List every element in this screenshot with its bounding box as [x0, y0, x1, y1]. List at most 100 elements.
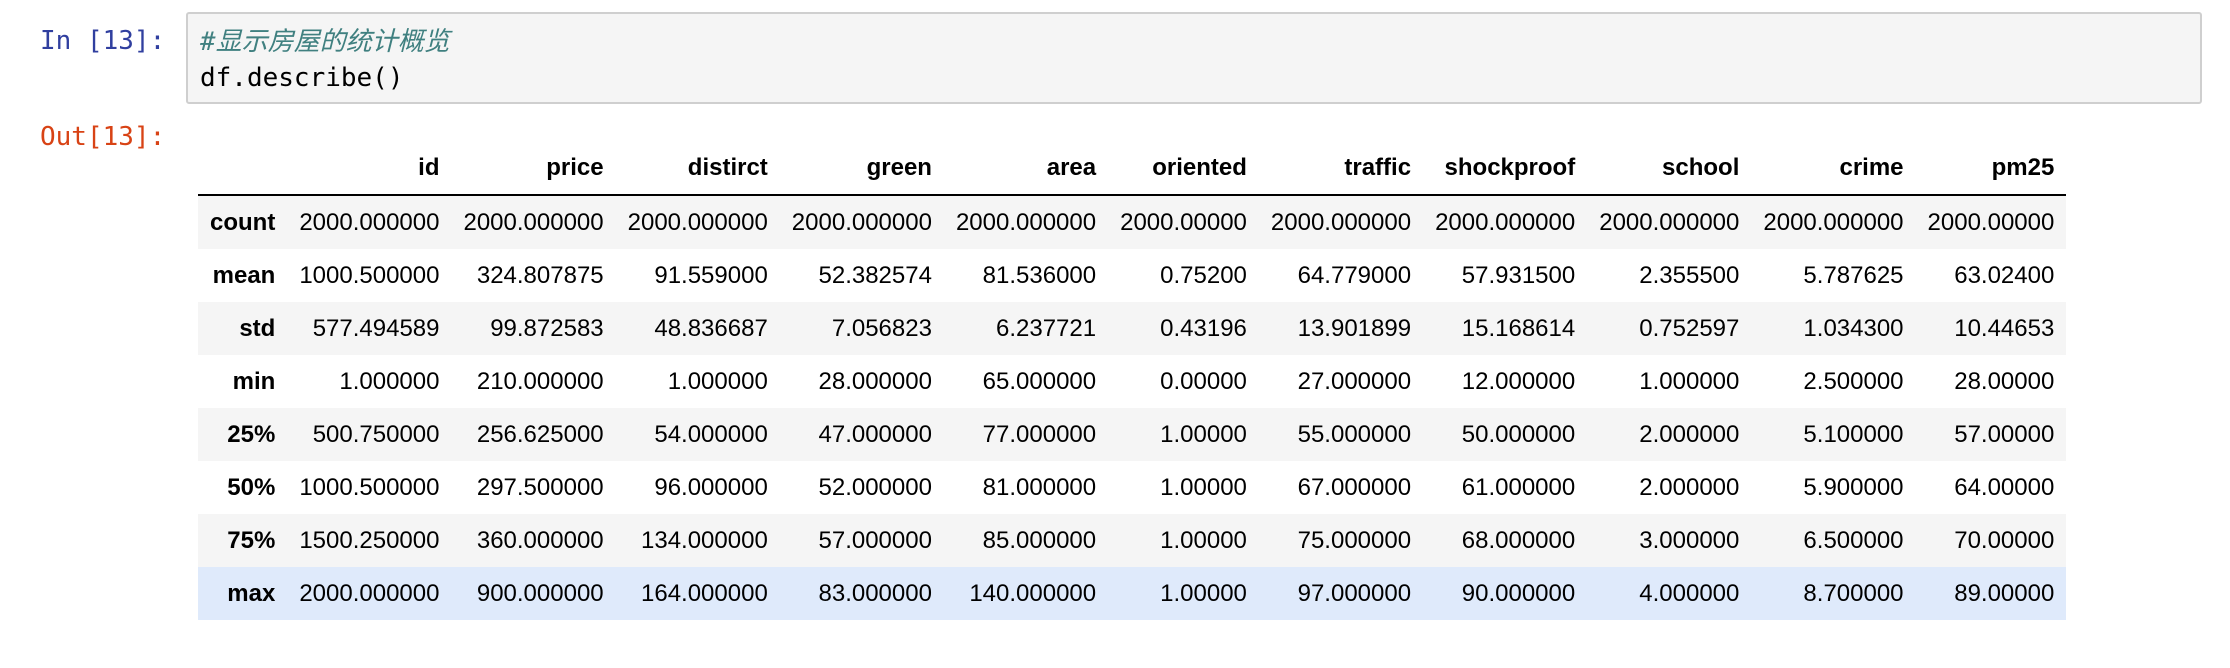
column-header: crime [1839, 154, 1904, 181]
table-cell: 2000.000000 [627, 208, 768, 236]
table-cell: 6.237721 [996, 314, 1097, 342]
table-cell: 2000.00000 [1927, 208, 2055, 236]
table-cell: 297.500000 [476, 473, 604, 501]
table-cell: 57.000000 [818, 526, 932, 554]
table-cell: 64.00000 [1954, 473, 2055, 501]
table-cell: 1500.250000 [299, 526, 440, 554]
table-cell: 256.625000 [476, 420, 604, 448]
table-cell: 91.559000 [654, 261, 768, 289]
table-cell: 54.000000 [654, 420, 768, 448]
table-row: min 1.000000 210.000000 1.000000 28.000000 65… [198, 355, 2067, 408]
table-cell: 77.000000 [982, 420, 1097, 448]
table-cell: 70.00000 [1954, 526, 2055, 554]
table-cell: 48.836687 [654, 314, 768, 342]
table-cell: 47.000000 [818, 420, 932, 448]
table-cell: 57.00000 [1954, 420, 2055, 448]
table-cell: 50.000000 [1461, 420, 1576, 448]
table-cell: 8.700000 [1803, 579, 1904, 607]
table-cell: 1.000000 [667, 367, 768, 395]
table-header-row: id price distirct green area oriented tr… [198, 142, 2067, 195]
row-index-label: count [210, 208, 276, 236]
row-index-label: min [232, 367, 276, 395]
table-cell: 2.500000 [1803, 367, 1904, 395]
table-cell: 2000.000000 [1435, 208, 1576, 236]
table-cell: 85.000000 [982, 526, 1097, 554]
row-index-label: std [239, 314, 276, 342]
table-cell: 1.00000 [1160, 420, 1247, 448]
column-header: id [418, 154, 440, 181]
column-header: school [1662, 154, 1740, 181]
table-row: std 577.494589 99.872583 48.836687 7.056823 6… [198, 302, 2067, 355]
table-cell: 134.000000 [641, 526, 768, 554]
table-cell: 0.75200 [1160, 261, 1247, 289]
table-cell: 89.00000 [1954, 579, 2055, 607]
table-row: mean 1000.500000 324.807875 91.559000 52.382… [198, 249, 2067, 302]
column-header: price [546, 154, 604, 181]
table-cell: 67.000000 [1297, 473, 1412, 501]
describe-output-table: id price distirct green area oriented tr… [198, 142, 2067, 620]
row-index-label: mean [212, 261, 276, 289]
input-prompt: In [13]: [40, 26, 166, 56]
table-cell: 52.000000 [818, 473, 932, 501]
table-cell: 1000.500000 [299, 261, 440, 289]
table-cell: 28.00000 [1954, 367, 2055, 395]
table-cell: 28.000000 [818, 367, 932, 395]
table-cell: 900.000000 [476, 579, 604, 607]
table-cell: 2000.000000 [299, 579, 440, 607]
row-index-label: max [227, 579, 276, 607]
table-cell: 0.43196 [1160, 314, 1247, 342]
column-header: pm25 [1991, 154, 2055, 181]
table-cell: 324.807875 [476, 261, 604, 289]
column-header: area [1046, 154, 1097, 181]
table-cell: 57.931500 [1461, 261, 1576, 289]
table-cell: 1.00000 [1160, 473, 1247, 501]
table-cell: 2000.000000 [1270, 208, 1412, 236]
table-cell: 3.000000 [1639, 526, 1740, 554]
table-cell: 2000.000000 [463, 208, 604, 236]
code-cell-input[interactable]: #显示房屋的统计概览 df.describe() [186, 12, 2202, 104]
table-cell: 6.500000 [1803, 526, 1904, 554]
table-cell: 65.000000 [982, 367, 1097, 395]
table-cell: 1.000000 [339, 367, 440, 395]
table-cell: 140.000000 [969, 579, 1097, 607]
table-cell: 7.056823 [831, 314, 932, 342]
table-cell: 5.900000 [1803, 473, 1904, 501]
table-cell: 2000.000000 [955, 208, 1097, 236]
table-cell: 2.355500 [1639, 261, 1740, 289]
table-cell: 68.000000 [1461, 526, 1576, 554]
table-cell: 55.000000 [1297, 420, 1412, 448]
table-cell: 4.000000 [1639, 579, 1740, 607]
table-cell: 97.000000 [1297, 579, 1412, 607]
table-cell: 64.779000 [1297, 261, 1412, 289]
table-row: 50% 1000.500000 297.500000 96.000000 52.0000… [198, 461, 2067, 514]
table-cell: 2.000000 [1639, 420, 1740, 448]
table-cell: 1.034300 [1803, 314, 1904, 342]
table-cell: 1.00000 [1160, 579, 1247, 607]
column-header: distirct [687, 154, 768, 181]
table-cell: 2000.000000 [1763, 208, 1904, 236]
table-cell: 75.000000 [1297, 526, 1412, 554]
table-row: 25% 500.750000 256.625000 54.000000 47.00000… [198, 408, 2067, 461]
table-cell: 2000.00000 [1120, 208, 1247, 236]
table-row: max 2000.000000 900.000000 164.000000 83.000… [198, 567, 2067, 620]
column-header: traffic [1344, 154, 1412, 181]
table-cell: 15.168614 [1461, 314, 1576, 342]
table-cell: 2000.000000 [791, 208, 932, 236]
column-header: shockproof [1444, 154, 1576, 181]
table-cell: 90.000000 [1461, 579, 1576, 607]
row-index-label: 50% [227, 473, 276, 501]
table-cell: 10.44653 [1954, 314, 2055, 342]
table-cell: 0.00000 [1160, 367, 1247, 395]
table-cell: 52.382574 [818, 261, 932, 289]
column-header: oriented [1152, 154, 1247, 181]
code-line: df.describe() [200, 63, 404, 93]
table-cell: 96.000000 [654, 473, 768, 501]
row-index-label: 75% [227, 526, 276, 554]
index-header [198, 142, 287, 195]
table-cell: 12.000000 [1461, 367, 1576, 395]
table-cell: 5.787625 [1803, 261, 1904, 289]
table-cell: 61.000000 [1461, 473, 1576, 501]
table-cell: 2000.000000 [299, 208, 440, 236]
table-cell: 27.000000 [1297, 367, 1412, 395]
table-cell: 164.000000 [641, 579, 768, 607]
